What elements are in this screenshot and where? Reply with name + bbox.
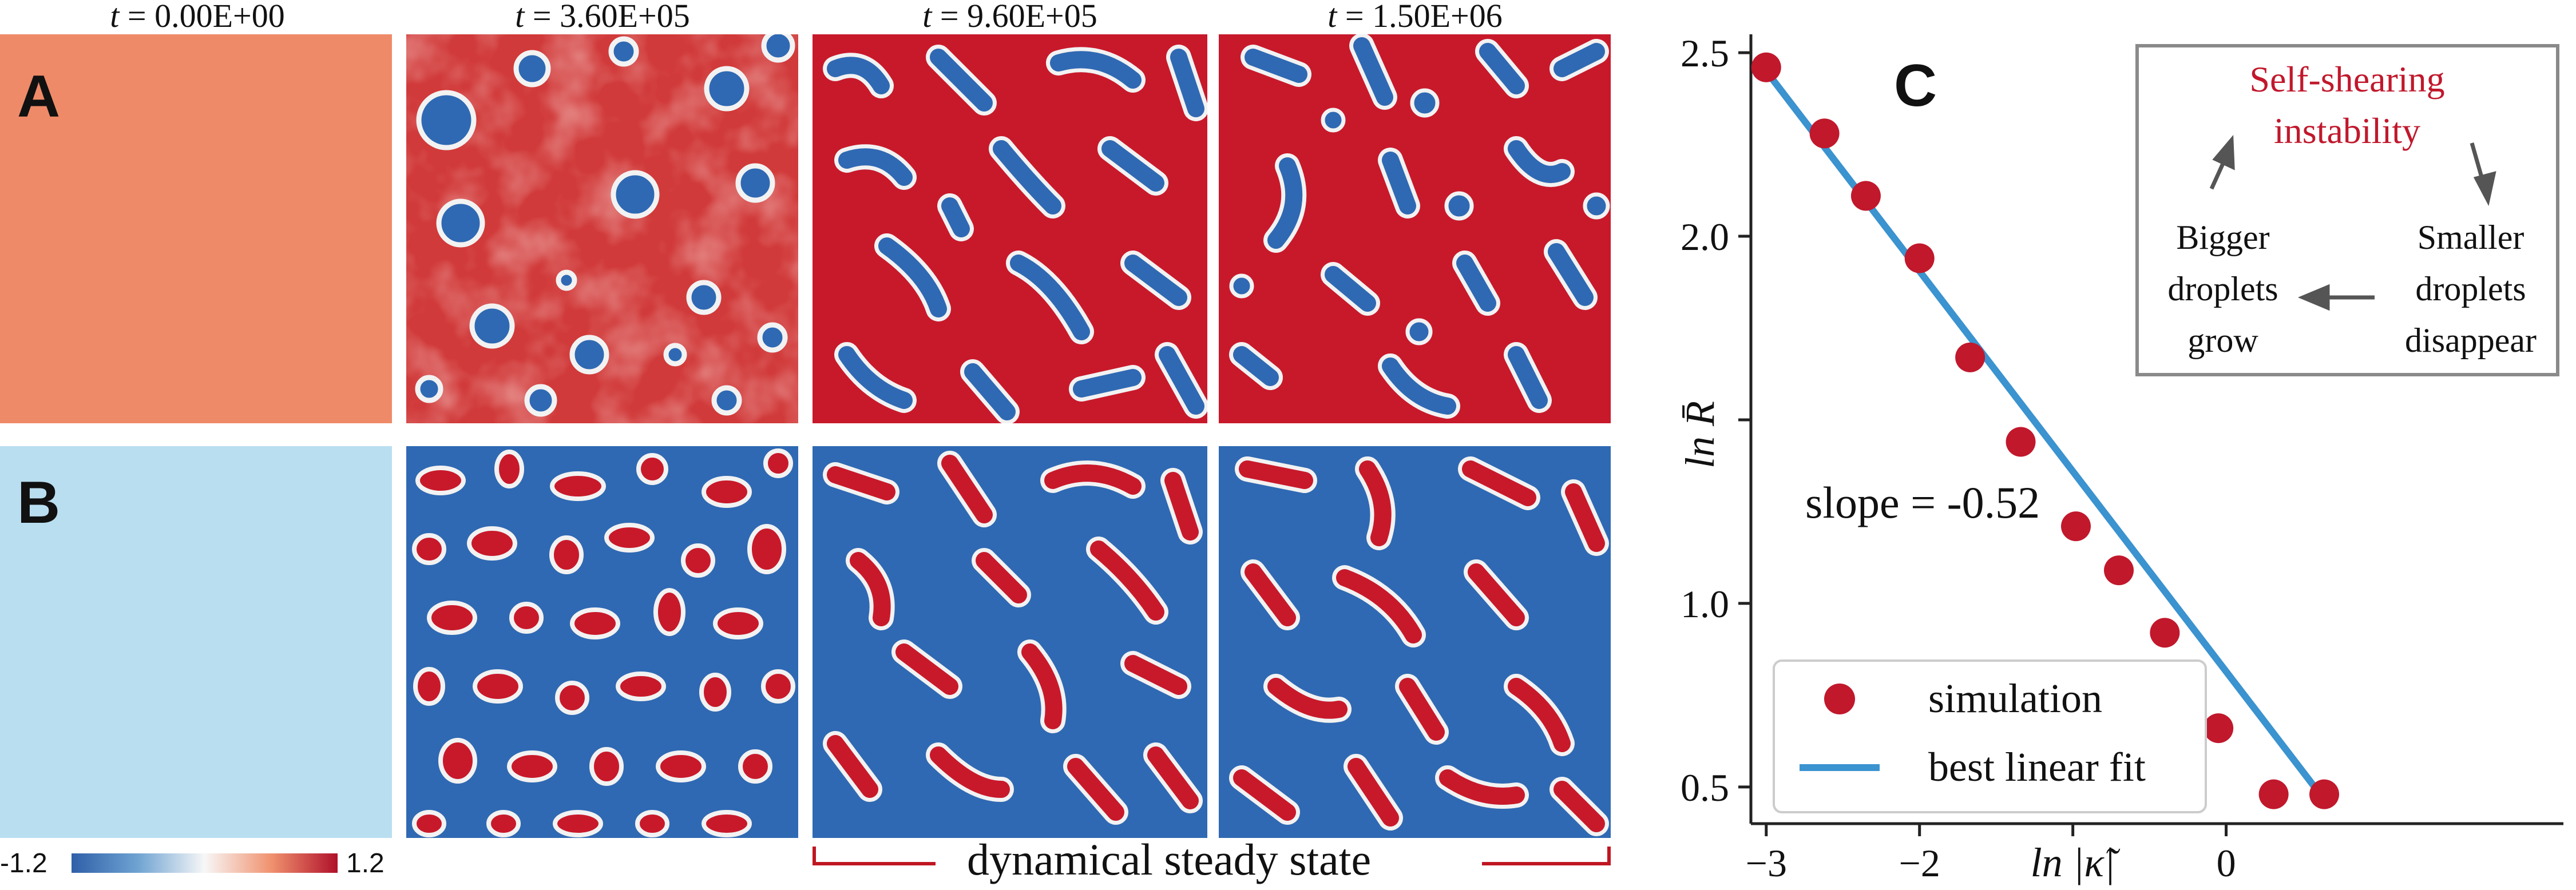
inset-right-line2: droplets: [2415, 270, 2526, 308]
arrow-up-head-icon: [2212, 134, 2235, 170]
colorbar-max-label: 1.2: [346, 848, 385, 879]
x-tick-label: −3: [1746, 841, 1787, 885]
axes: 0.5 1.0 2.0 2.5 −3 −2 ln |κ̃| 0: [1681, 31, 2563, 885]
data-point: [1955, 342, 1985, 372]
panel-a-label: A: [17, 63, 61, 130]
data-point: [2150, 618, 2180, 648]
arrow-left-head-icon: [2297, 284, 2330, 311]
bracket-right-tick: [1607, 847, 1611, 865]
panel-a-tile-1: [406, 34, 798, 423]
panel-b-tile-1: [406, 446, 798, 838]
x-tick-label: 0: [2217, 841, 2236, 885]
points-group: [1751, 52, 2340, 809]
time-value: 3.60E+05: [560, 0, 690, 34]
time-label-2: t = 9.60E+05: [813, 0, 1207, 35]
time-value: 0.00E+00: [154, 0, 285, 34]
y-tick-label: 0.5: [1681, 766, 1729, 809]
bracket-right-horizontal: [1482, 862, 1611, 865]
data-point: [2006, 427, 2036, 457]
droplets: [412, 448, 795, 837]
time-value: 9.60E+05: [967, 0, 1097, 34]
bracket-left-horizontal: [813, 862, 936, 865]
panel-b-label: B: [17, 470, 61, 536]
x-tick-label: ln |κ̃|: [2031, 840, 2121, 885]
data-point: [2204, 713, 2234, 744]
legend-simulation-label: simulation: [1928, 676, 2102, 721]
droplets: [1233, 37, 1605, 415]
time-symbol: t: [515, 0, 525, 34]
panel-c-label: C: [1894, 53, 1937, 119]
time-symbol: t: [1327, 0, 1337, 34]
steady-state-label: dynamical steady state: [967, 835, 1372, 884]
panel-a-tile-3: [1219, 34, 1611, 423]
inset-right-line3: disappear: [2405, 321, 2537, 359]
droplets: [1233, 460, 1605, 832]
legend: simulation best linear fit: [1773, 659, 2207, 813]
panel-c-chart: 0.5 1.0 2.0 2.5 −3 −2 ln |κ̃| 0 C slope = -0.52…: [1677, 31, 2563, 885]
data-point: [1850, 181, 1881, 211]
x-tick-label: −2: [1899, 841, 1940, 885]
data-point: [1751, 52, 1781, 82]
inset-left-line3: grow: [2187, 321, 2258, 359]
legend-fit-label: best linear fit: [1928, 744, 2146, 790]
data-point: [1904, 243, 1935, 273]
data-point: [2061, 511, 2091, 542]
inset-box: Self-shearing instability Bigger droplet…: [2135, 44, 2559, 376]
panel-b-tile-3: [1219, 446, 1611, 838]
colorbar: [72, 853, 338, 873]
inset-left-line1: Bigger: [2176, 218, 2269, 256]
time-label-3: t = 1.50E+06: [1218, 0, 1612, 35]
slope-annotation: slope = -0.52: [1805, 478, 2040, 527]
time-symbol: t: [110, 0, 120, 34]
arrow-down-head-icon: [2473, 171, 2496, 206]
y-axis-label: ln R̄: [1677, 401, 1723, 468]
data-point: [2258, 779, 2289, 809]
y-tick-label: 1.0: [1681, 582, 1729, 626]
colorbar-min-label: -1.2: [0, 848, 47, 879]
data-point: [1809, 118, 1840, 149]
droplets: [827, 49, 1204, 420]
panel-b-tile-2: [813, 446, 1207, 838]
droplets: [827, 455, 1199, 821]
inset-left-line2: droplets: [2167, 270, 2278, 308]
time-symbol: t: [922, 0, 932, 34]
data-point: [2309, 779, 2340, 809]
inset-title-line1: Self-shearing: [2249, 59, 2444, 100]
data-point: [2104, 555, 2134, 586]
panel-a-tile-0: [0, 34, 392, 423]
y-tick-label: 2.0: [1681, 215, 1729, 259]
time-label-0: t = 0.00E+00: [0, 0, 395, 35]
bracket-left-tick: [813, 847, 816, 865]
panel-a-tile-2: [813, 34, 1207, 423]
legend-simulation-marker: [1824, 684, 1855, 714]
inset-right-line1: Smaller: [2418, 218, 2525, 256]
y-tick-label: 2.5: [1681, 31, 1729, 75]
time-label-1: t = 3.60E+05: [405, 0, 800, 35]
droplets: [415, 34, 795, 417]
panel-b-tile-0: [0, 446, 392, 838]
time-value: 1.50E+06: [1372, 0, 1503, 34]
inset-title-line2: instability: [2274, 110, 2420, 151]
